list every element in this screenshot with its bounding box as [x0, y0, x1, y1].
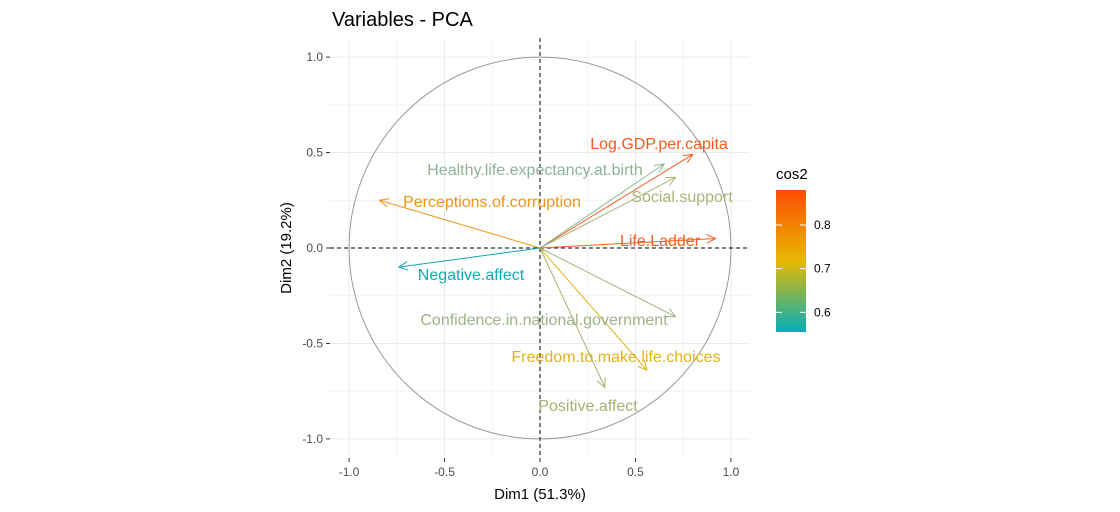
variable-labels: Log.GDP.per.capita Healthy.life.expectanc…: [403, 136, 733, 415]
arrowhead-social-support: [665, 176, 677, 186]
legend-colorbar: [776, 190, 806, 332]
y-axis-ticks: -1.0 -0.5 0.0 0.5 1.0: [302, 50, 330, 446]
x-tick-label: -0.5: [434, 465, 455, 479]
x-axis-title: Dim1 (51.3%): [494, 486, 586, 503]
arrow-log-gdp-per-capita: [539, 154, 693, 249]
arrowhead-life-ladder: [706, 234, 717, 244]
arrowhead-positive-affect: [596, 377, 606, 389]
arrow-freedom-to-make-life-choices: [539, 247, 648, 371]
label-social-support: Social.support: [631, 189, 733, 206]
variable-arrows: [378, 153, 717, 389]
legend-title: cos2: [776, 166, 808, 183]
arrow-life-ladder: [539, 237, 716, 249]
arrow-negative-affect: [398, 247, 541, 268]
label-negative-affect: Negative.affect: [418, 267, 525, 284]
arrow-perceptions-of-corruption: [379, 199, 541, 249]
y-tick-label: -1.0: [302, 432, 323, 446]
label-healthy-life-expectancy-at-birth: Healthy.life.expectancy.at.birth: [427, 162, 643, 179]
arrowhead-freedom-to-make-life-choices: [637, 360, 648, 372]
legend-ticks: 0.6 0.7 0.8: [776, 218, 831, 319]
y-tick-label: 1.0: [306, 50, 323, 64]
legend-tick-label: 0.7: [814, 262, 831, 276]
y-tick-label: 0.0: [306, 241, 323, 255]
label-freedom-to-make-life-choices: Freedom.to.make.life.choices: [512, 349, 721, 366]
arrowhead-perceptions-of-corruption: [378, 198, 390, 208]
arrow-healthy-life-expectancy-at-birth: [539, 163, 665, 249]
y-tick-label: -0.5: [302, 336, 323, 350]
arrow-positive-affect: [539, 247, 606, 388]
arrowhead-healthy-life-expectancy-at-birth: [654, 163, 666, 173]
y-axis-title: Dim2 (19.2%): [278, 202, 295, 294]
x-tick-label: -1.0: [339, 465, 360, 479]
arrow-social-support: [539, 176, 676, 249]
label-log-gdp-per-capita: Log.GDP.per.capita: [590, 136, 728, 153]
arrowhead-negative-affect: [397, 261, 409, 271]
label-life-ladder: Life.Ladder: [620, 233, 701, 250]
chart-title: Variables - PCA: [332, 9, 473, 31]
label-perceptions-of-corruption: Perceptions.of.corruption: [403, 194, 581, 211]
legend-tick-label: 0.8: [814, 218, 831, 232]
arrowhead-confidence-in-national-government: [665, 308, 677, 318]
cos2-legend: cos2 0.6 0.7 0.8: [776, 166, 831, 332]
label-confidence-in-national-government: Confidence.in.national.government: [420, 312, 668, 329]
label-positive-affect: Positive.affect: [538, 398, 638, 415]
x-tick-label: 1.0: [723, 465, 740, 479]
plot-panel: Log.GDP.per.capita Healthy.life.expectanc…: [330, 38, 750, 458]
x-tick-label: 0.0: [532, 465, 549, 479]
y-tick-label: 0.5: [306, 146, 323, 160]
arrow-confidence-in-national-government: [539, 247, 676, 318]
legend-tick-label: 0.6: [814, 305, 831, 319]
x-axis-ticks: -1.0 -0.5 0.0 0.5 1.0: [339, 458, 740, 479]
x-tick-label: 0.5: [627, 465, 644, 479]
arrowhead-log-gdp-per-capita: [682, 153, 694, 164]
